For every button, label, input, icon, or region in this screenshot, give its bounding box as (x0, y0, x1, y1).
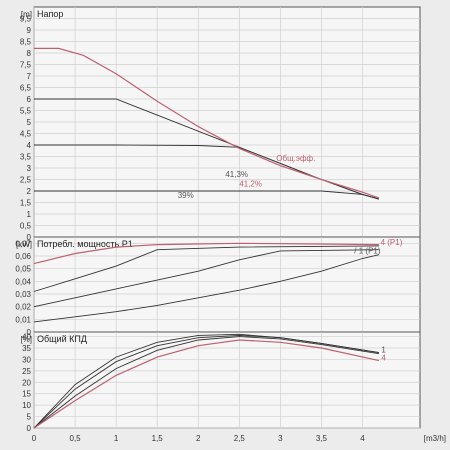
y-unit-label: [%] (20, 335, 32, 344)
y-tick-label: 8,5 (20, 38, 32, 47)
y-tick-label: 15 (22, 390, 31, 399)
y-tick-label: 0 (27, 233, 32, 242)
x-tick-label: 1,5 (152, 434, 164, 443)
y-tick-label: 0,05 (15, 265, 31, 274)
series-line (34, 98, 380, 200)
y-tick-label: 1,5 (20, 199, 32, 208)
y-tick-label: 1 (27, 210, 32, 219)
y-tick-label: 5,5 (20, 107, 32, 116)
y-tick-label: 0,5 (20, 222, 32, 231)
y-tick-label: 5 (27, 413, 32, 422)
x-axis-label: [m3/h] (424, 434, 446, 443)
panel-title: Потребл. мощность P1 (37, 239, 133, 249)
x-tick-label: 2,5 (234, 434, 246, 443)
y-unit-label: [kW] (16, 240, 32, 249)
y-tick-label: 0,04 (15, 277, 31, 286)
y-tick-label: 0,07 (15, 239, 31, 248)
y-tick-label: 9 (27, 26, 32, 35)
y-tick-label: 0,03 (15, 290, 31, 299)
series-line (33, 336, 379, 429)
y-tick-label: 2,5 (20, 176, 32, 185)
panel-frame (33, 331, 421, 429)
y-tick-label: 0,06 (15, 252, 31, 261)
y-tick-label: 5 (27, 118, 32, 127)
series-line (33, 334, 379, 429)
y-tick-label: 0,01 (15, 315, 31, 324)
series-line (33, 254, 380, 323)
annotation-label: / 1 (P1) (354, 246, 381, 255)
y-tick-label: 25 (22, 367, 31, 376)
series-line (33, 339, 380, 429)
y-tick-label: 35 (22, 344, 31, 353)
y-tick-label: 8 (27, 49, 32, 58)
y-tick-label: 6,5 (20, 84, 32, 93)
y-tick-label: 7 (27, 72, 32, 81)
x-tick-label: 3 (278, 434, 283, 443)
x-tick-label: 3,5 (316, 434, 328, 443)
y-tick-label: 7,5 (20, 61, 32, 70)
annotation-label: 41,3% (225, 170, 248, 179)
series-line (33, 245, 379, 292)
annotation-label: Общ.эфф. (276, 154, 315, 163)
y-tick-label: 4 (27, 141, 32, 150)
y-tick-label: 4,5 (20, 130, 32, 139)
y-tick-label: 9,5 (20, 15, 32, 24)
panel-frame (33, 236, 421, 333)
annotation-label: 4 (381, 354, 386, 363)
series-line (33, 242, 379, 265)
x-tick-label: 0 (32, 434, 37, 443)
series-line (34, 190, 380, 200)
series-line (33, 249, 379, 308)
annotation-label: 4 (P1) (381, 238, 403, 247)
y-tick-label: 40 (22, 333, 31, 342)
annotation-label: 1 (381, 346, 386, 355)
x-tick-label: 0,5 (70, 434, 82, 443)
y-tick-label: 0 (27, 424, 32, 433)
x-tick-label: 4 (360, 434, 365, 443)
y-tick-label: 10 (22, 401, 31, 410)
annotation-label: 39% (178, 191, 194, 200)
panel-title: Напор (37, 9, 63, 19)
y-tick-label: 3 (27, 164, 32, 173)
x-tick-label: 2 (196, 434, 201, 443)
y-tick-label: 20 (22, 378, 31, 387)
y-tick-label: 0,02 (15, 303, 31, 312)
y-tick-label: 30 (22, 355, 31, 364)
annotation-label: 41,2% (239, 179, 262, 188)
y-tick-label: 0 (27, 328, 32, 337)
series-line (34, 47, 380, 199)
x-tick-label: 1 (114, 434, 119, 443)
panel-title: Общий КПД (37, 334, 87, 344)
y-tick-label: 2 (27, 187, 32, 196)
y-tick-label: 3,5 (20, 153, 32, 162)
y-unit-label: [m] (21, 10, 32, 19)
y-tick-label: 6 (27, 95, 32, 104)
